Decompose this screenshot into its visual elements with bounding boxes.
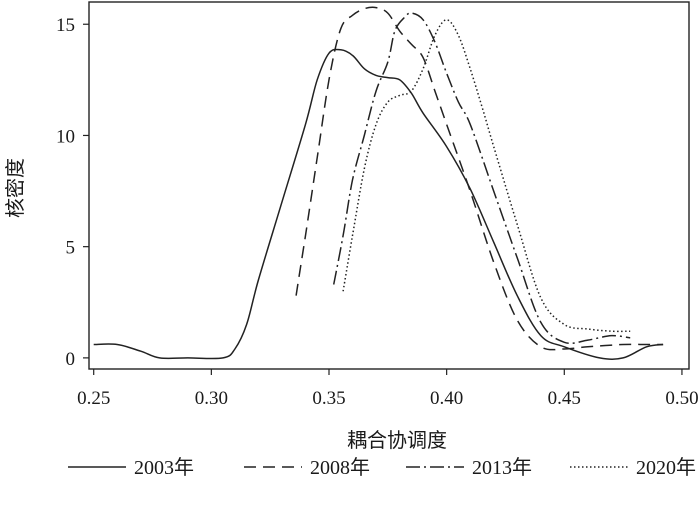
y-tick-label: 0 (66, 349, 76, 370)
y-tick-label: 15 (56, 15, 75, 36)
plot-frame (88, 1, 690, 370)
x-axis-title: 耦合协调度 (347, 428, 447, 452)
legend: 2003年 2008年 2013年 2020年 (68, 456, 696, 479)
x-tick-label: 0.30 (195, 388, 228, 409)
series-line-2020年 (342, 19, 631, 333)
x-tick-label: 0.45 (548, 388, 581, 409)
x-tick-label: 0.25 (77, 388, 110, 409)
x-tick-label: 0.40 (430, 388, 463, 409)
legend-label: 2013年 (472, 456, 532, 479)
y-axis: 0 5 10 15 (56, 15, 89, 370)
y-tick-label: 5 (66, 238, 76, 259)
legend-label: 2003年 (134, 456, 194, 479)
x-tick-label: 0.35 (312, 388, 345, 409)
x-tick-label: 0.50 (665, 388, 698, 409)
series-line-2003年 (93, 48, 664, 360)
y-axis-title: 核密度 (3, 158, 27, 218)
legend-label: 2008年 (310, 456, 370, 479)
y-tick-label: 10 (56, 126, 75, 147)
series-line-2013年 (332, 12, 631, 345)
series-line-2008年 (295, 6, 664, 351)
x-axis: 0.25 0.30 0.35 0.40 0.45 0.50 (77, 369, 699, 409)
legend-label: 2020年 (636, 456, 696, 479)
series-layer (93, 6, 664, 360)
